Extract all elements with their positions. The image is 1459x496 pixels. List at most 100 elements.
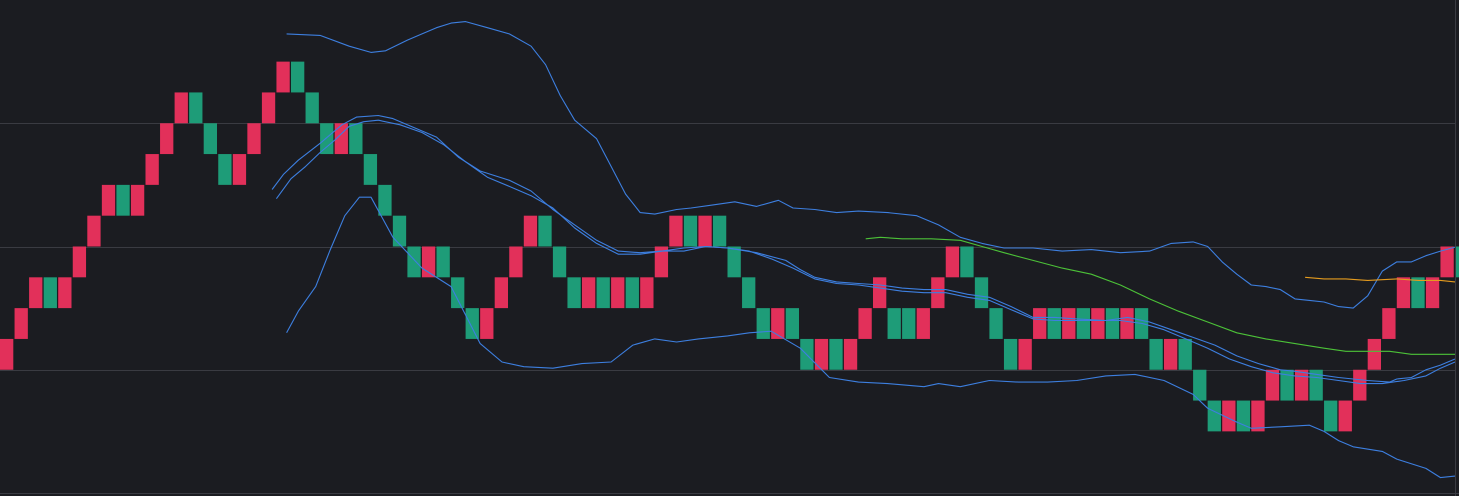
renko-brick-up — [494, 277, 508, 309]
renko-brick-up — [1294, 369, 1309, 401]
renko-brick-up — [1251, 400, 1265, 432]
indicator-line-5 — [1305, 276, 1456, 283]
indicator-line-3 — [275, 119, 1456, 385]
renko-brick-down — [407, 246, 421, 278]
renko-brick-up — [1091, 308, 1105, 339]
renko-brick-up — [480, 308, 494, 339]
renko-brick-down — [989, 308, 1003, 339]
renko-brick-down — [552, 246, 567, 278]
renko-brick-down — [291, 61, 305, 93]
renko-brick-up — [611, 277, 625, 309]
renko-brick-down — [1047, 308, 1061, 339]
renko-brick-up — [87, 215, 101, 247]
renko-brick-down — [756, 308, 770, 339]
renko-brick-up — [145, 154, 159, 185]
renko-brick-down — [392, 215, 407, 247]
renko-brick-down — [742, 277, 756, 309]
indicator-line-0 — [286, 21, 1456, 309]
renko-brick-down — [465, 308, 479, 339]
indicator-line-4 — [865, 236, 1455, 355]
renko-brick-up — [276, 61, 290, 93]
renko-brick-down — [974, 277, 989, 309]
renko-brick-down — [727, 246, 741, 278]
renko-brick-down — [1324, 400, 1338, 432]
renko-brick-up — [29, 277, 43, 309]
renko-brick-up — [1440, 246, 1454, 278]
renko-brick-down — [43, 277, 57, 309]
renko-brick-up — [1222, 400, 1236, 432]
renko-brick-up — [1120, 308, 1134, 339]
renko-brick-up — [1265, 369, 1280, 401]
renko-brick-down — [349, 123, 363, 155]
renko-brick-up — [72, 246, 87, 278]
indicator-lines-layer — [271, 21, 1456, 479]
renko-brick-up — [1425, 277, 1440, 309]
renko-brick-down — [363, 154, 378, 185]
renko-brick-up — [873, 277, 887, 309]
renko-brick-up — [247, 123, 261, 155]
renko-brick-down — [1280, 369, 1294, 401]
renko-brick-up — [916, 308, 930, 339]
renko-brick-up — [1018, 338, 1032, 370]
renko-brick-down — [189, 92, 203, 124]
renko-brick-down — [320, 123, 334, 155]
renko-brick-up — [160, 123, 174, 155]
renko-brick-down — [625, 277, 639, 309]
renko-brick-down — [1003, 338, 1018, 370]
renko-brick-down — [567, 277, 581, 309]
renko-brick-up — [582, 277, 596, 309]
renko-brick-up — [1164, 338, 1178, 370]
renko-brick-up — [1396, 277, 1411, 309]
renko-brick-down — [1105, 308, 1120, 339]
renko-brick-down — [902, 308, 916, 339]
renko-brick-up — [1033, 308, 1047, 339]
renko-brick-down — [1455, 246, 1459, 278]
renko-brick-up — [523, 215, 538, 247]
renko-brick-down — [785, 308, 799, 339]
renko-brick-down — [1207, 400, 1221, 432]
renko-brick-up — [698, 215, 712, 247]
renko-brick-up — [640, 277, 654, 309]
bricks-layer — [0, 61, 1459, 432]
renko-brick-up — [1353, 369, 1367, 401]
renko-brick-up — [130, 184, 145, 216]
renko-brick-down — [378, 184, 392, 216]
renko-brick-up — [1367, 338, 1381, 370]
renko-brick-up — [1382, 308, 1396, 339]
renko-brick-down — [1411, 277, 1425, 309]
renko-brick-up — [654, 246, 669, 278]
renko-brick-up — [58, 277, 72, 309]
renko-brick-down — [538, 215, 552, 247]
renko-brick-up — [843, 338, 858, 370]
renko-brick-down — [829, 338, 843, 370]
renko-brick-down — [596, 277, 610, 309]
renko-brick-down — [1149, 338, 1163, 370]
renko-brick-down — [203, 123, 217, 155]
renko-brick-up — [101, 184, 116, 216]
renko-brick-up — [771, 308, 785, 339]
renko-brick-up — [261, 92, 276, 124]
renko-brick-down — [683, 215, 698, 247]
renko-brick-up — [669, 215, 683, 247]
renko-brick-down — [712, 215, 727, 247]
renko-brick-up — [232, 154, 247, 185]
renko-brick-up — [858, 308, 872, 339]
renko-brick-down — [960, 246, 974, 278]
renko-brick-down — [451, 277, 465, 309]
renko-brick-down — [305, 92, 319, 124]
renko-brick-up — [0, 338, 14, 370]
renko-brick-up — [1338, 400, 1352, 432]
renko-brick-down — [1193, 369, 1207, 401]
renko-brick-down — [1076, 308, 1090, 339]
renko-brick-down — [436, 246, 450, 278]
renko-brick-down — [887, 308, 901, 339]
renko-brick-up — [14, 308, 28, 339]
renko-brick-up — [174, 92, 188, 124]
renko-brick-up — [945, 246, 960, 278]
renko-brick-up — [814, 338, 829, 370]
renko-brick-up — [509, 246, 523, 278]
renko-brick-up — [1062, 308, 1076, 339]
renko-brick-down — [116, 184, 130, 216]
